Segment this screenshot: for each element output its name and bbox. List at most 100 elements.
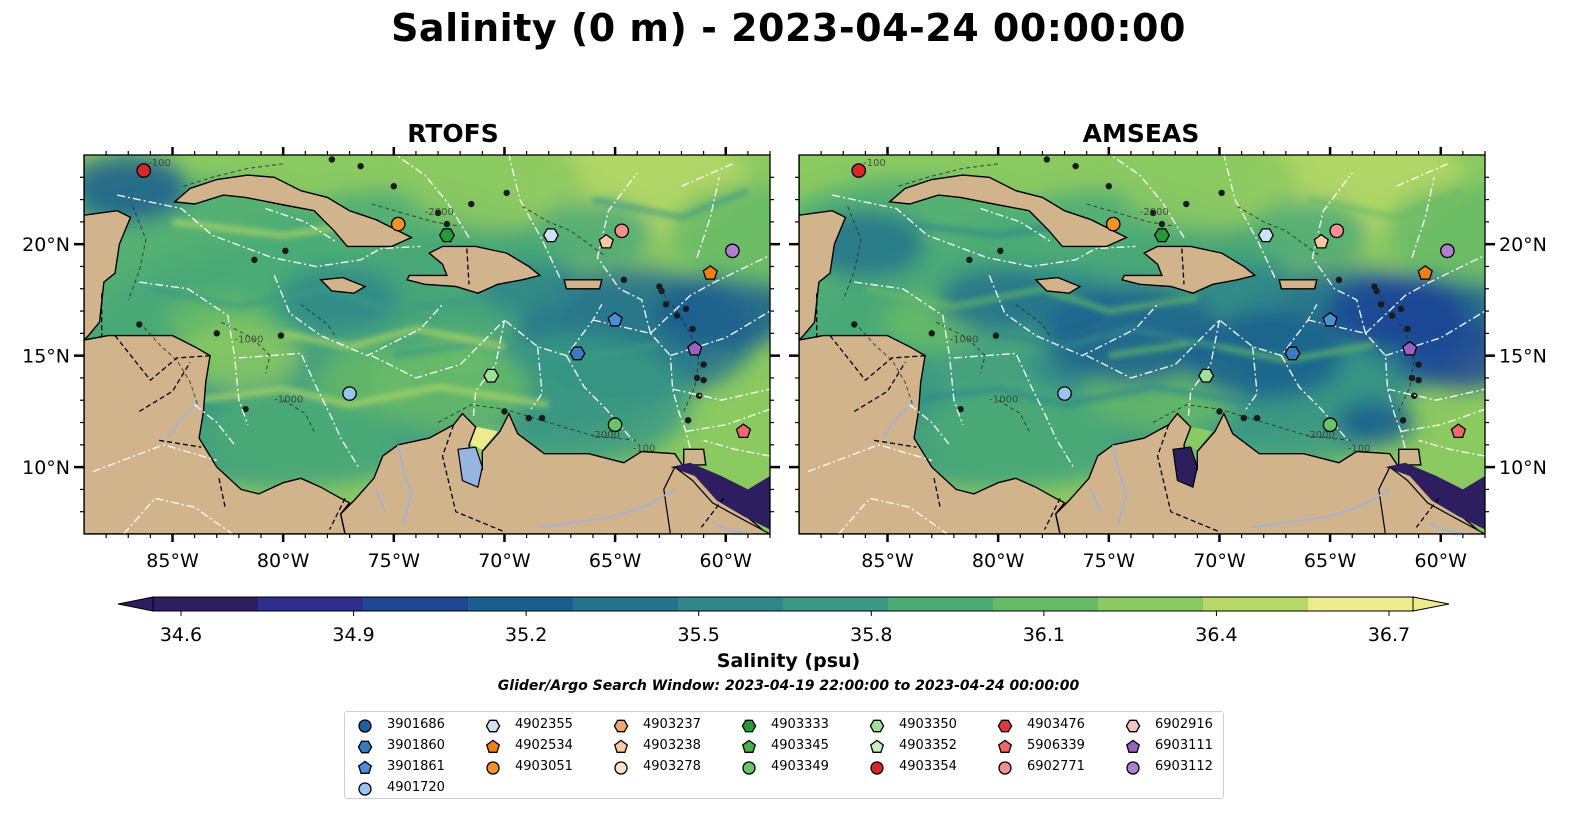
float-4901720-marker	[342, 386, 357, 401]
float-4903350-marker	[1198, 368, 1215, 383]
legend-label: 3901686	[387, 717, 445, 732]
lon-tick-label: 60°W	[1415, 550, 1468, 572]
svg-text:-2000: -2000	[425, 207, 454, 218]
float-4902534-marker	[702, 265, 718, 280]
colorbar-tick-label: 34.9	[332, 624, 374, 646]
legend-label: 6903112	[1155, 759, 1213, 774]
legend-6902916-marker	[1125, 719, 1141, 733]
hexagon-marker-icon	[357, 740, 373, 754]
lon-tick-label: 70°W	[478, 550, 531, 572]
legend-label: 4903278	[643, 759, 701, 774]
lon-tick-label: 65°W	[589, 550, 642, 572]
float-6902771-marker	[1329, 223, 1345, 239]
legend-3901686-marker	[358, 719, 372, 733]
legend-label: 5906339	[1027, 738, 1085, 753]
float-3901861-marker	[607, 311, 623, 327]
colorbar-tick-label: 35.2	[505, 624, 547, 646]
float-6903112-marker	[725, 243, 740, 259]
lon-tick-label: 75°W	[1083, 550, 1136, 572]
legend-4903333-marker	[741, 719, 757, 733]
float-4902355-marker	[542, 228, 559, 243]
float-3901860-marker	[569, 346, 586, 361]
legend-4901720-marker	[358, 782, 372, 796]
lon-tick-label: 65°W	[1304, 550, 1357, 572]
lat-tick-label: 10°N	[22, 457, 70, 479]
legend-label: 4903354	[899, 759, 957, 774]
lon-tick-label: 80°W	[972, 550, 1025, 572]
legend-label: 4903476	[1027, 717, 1085, 732]
circle-marker-icon	[614, 761, 628, 775]
float-4903238-marker	[1313, 233, 1329, 249]
colorbar-tick-label: 35.8	[850, 624, 892, 646]
legend-3901861-marker	[357, 760, 373, 774]
float-4903349-marker	[607, 417, 623, 433]
legend-label: 4903350	[899, 717, 957, 732]
lat-tick-label: 20°N	[1499, 234, 1547, 256]
float-4903349-marker	[1322, 417, 1338, 433]
legend-label: 4903333	[771, 717, 829, 732]
pentagon-marker-icon	[869, 739, 885, 753]
lon-tick-label: 60°W	[700, 550, 753, 572]
circle-marker-icon	[358, 719, 372, 733]
circle-marker-icon	[1126, 761, 1140, 775]
legend-label: 4903238	[643, 738, 701, 753]
legend-label: 4903237	[643, 717, 701, 732]
amseas-map: -100 -1000 -1000 -2000 -100 -2000	[799, 155, 1485, 534]
legend-label: 4901720	[387, 780, 445, 795]
float-4903238-marker	[598, 233, 614, 249]
pentagon-marker-icon	[1125, 739, 1141, 753]
circle-marker-icon	[486, 761, 500, 775]
hexagon-marker-icon	[869, 719, 885, 733]
legend-3901860-marker	[357, 740, 373, 754]
lon-tick-label: 80°W	[257, 550, 310, 572]
legend-label: 4903345	[771, 738, 829, 753]
legend-4903051-marker	[486, 761, 500, 775]
svg-text:-2000: -2000	[1306, 430, 1335, 441]
float-4903333-marker	[1153, 228, 1170, 243]
lon-tick-label: 85°W	[861, 550, 914, 572]
lon-tick-label: 70°W	[1193, 550, 1246, 572]
hexagon-marker-icon	[613, 719, 629, 733]
legend-4902534-marker	[485, 739, 501, 753]
svg-text:-2000: -2000	[591, 430, 620, 441]
legend-6902771-marker	[998, 761, 1012, 775]
lat-tick-label: 15°N	[22, 346, 70, 368]
float-4901720-marker	[1057, 386, 1072, 401]
legend-5906339-marker	[997, 739, 1013, 753]
rtofs-map: -100 -1000 -1000 -2000 -100 -2000	[84, 155, 770, 534]
colorbar-tick-label: 36.4	[1195, 624, 1237, 646]
float-4903051-marker	[390, 216, 406, 232]
legend-4903354-marker	[870, 761, 884, 775]
legend-label: 6902771	[1027, 759, 1085, 774]
legend-4903278-marker	[614, 761, 628, 775]
legend-4903238-marker	[613, 739, 629, 753]
float-legend: 3901686 3901860 3901861 4901720 4902355 49025…	[344, 711, 1224, 799]
hexagon-marker-icon	[741, 719, 757, 733]
float-5906339-marker	[1450, 423, 1467, 439]
hexagon-marker-icon	[1125, 719, 1141, 733]
colorbar-label: Salinity (psu)	[716, 650, 861, 672]
pentagon-marker-icon	[485, 739, 501, 753]
legend-4903345-marker	[741, 739, 757, 753]
map-panels: -100-1000-1000-2000-100-2000 -100-1000-1…	[22, 147, 1547, 572]
hexagon-marker-icon	[997, 719, 1013, 733]
lat-tick-label: 10°N	[1499, 457, 1547, 479]
float-5906339-marker	[735, 423, 752, 439]
float-6903111-marker	[1402, 340, 1418, 356]
svg-text:-1000: -1000	[949, 334, 978, 345]
pentagon-marker-icon	[741, 739, 757, 753]
hexagon-marker-icon	[485, 719, 501, 733]
legend-label: 4903349	[771, 759, 829, 774]
colorbar-tick-label: 35.5	[678, 624, 720, 646]
lat-tick-label: 20°N	[22, 234, 70, 256]
colorbar: 34.6 34.9 35.2 35.5 35.8 36.1 36.4 36.7	[117, 596, 1450, 646]
legend-label: 4902355	[515, 717, 573, 732]
legend-4903352-marker	[869, 739, 885, 753]
map-axes: 85°W 80°W 75°W 70°W 65°W 60°W 10°N 15°N 20°N 85°W…	[22, 147, 1547, 572]
float-4902355-marker	[1257, 228, 1274, 243]
legend-4902355-marker	[485, 719, 501, 733]
legend-label: 4903352	[899, 738, 957, 753]
float-6903111-marker	[687, 340, 703, 356]
circle-marker-icon	[998, 761, 1012, 775]
legend-label: 3901861	[387, 759, 445, 774]
